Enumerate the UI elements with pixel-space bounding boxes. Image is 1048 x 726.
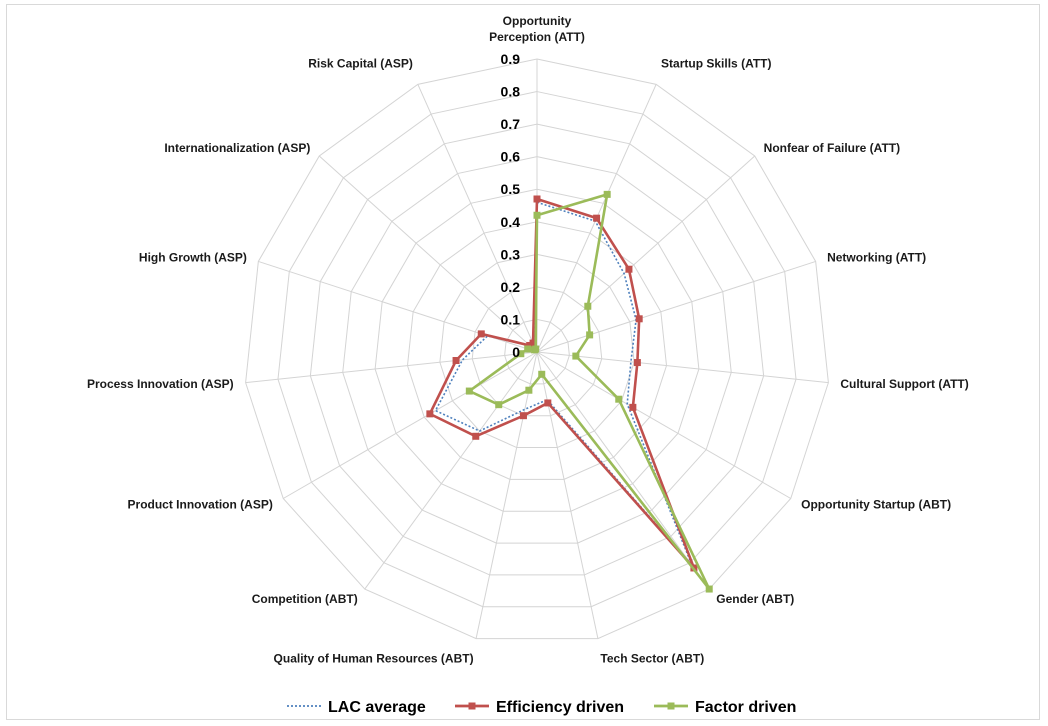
legend-item-0: LAC average (287, 699, 426, 716)
series-1-point-3 (635, 315, 643, 323)
series-2-point-5 (615, 395, 623, 403)
axis-label-0: Opportunity Perception (ATT) (489, 14, 585, 44)
tick-label-0: 0 (512, 344, 520, 360)
tick-label-1: 0.1 (501, 311, 521, 327)
series-2-point-10 (465, 387, 473, 395)
grid-ring-6 (342, 156, 732, 544)
radar-tick-labels: 0 0.1 0.2 0.3 0.4 0.5 0.6 0.7 0.8 0.9 (501, 51, 521, 360)
axis-label-7: Tech Sector (ABT) (600, 651, 704, 665)
spoke-8 (475, 351, 538, 639)
grid-ring-8 (277, 91, 797, 608)
series-1-point-10 (426, 410, 434, 418)
axis-label-6: Gender (ABT) (716, 592, 794, 606)
series-2-point-6 (705, 585, 713, 593)
spoke-9 (364, 351, 538, 590)
series-2-point-3 (586, 331, 594, 339)
series-2 (465, 190, 713, 593)
series-1-point-5 (629, 403, 637, 411)
radar-axis-labels: Opportunity Perception (ATT) Startup Skill… (87, 14, 969, 665)
axis-label-1: Startup Skills (ATT) (661, 56, 771, 70)
legend-marker-1 (468, 702, 476, 710)
series-2-point-7 (538, 370, 546, 378)
grid-ring-2 (471, 286, 603, 417)
spoke-5 (536, 351, 791, 499)
axis-label-14: Risk Capital (ASP) (308, 56, 413, 70)
series-1-point-1 (593, 214, 601, 222)
series-2-point-1 (603, 190, 611, 198)
legend-marker-2 (667, 702, 675, 710)
chart-frame (6, 4, 1040, 720)
series-2-point-14 (532, 345, 540, 353)
grid-ring-9 (245, 58, 829, 640)
series-1-point-7 (544, 399, 552, 407)
grid-ring-4 (406, 221, 668, 480)
radar-grid (245, 58, 829, 640)
tick-label-2: 0.2 (501, 279, 521, 295)
spoke-10 (283, 351, 538, 499)
grid-ring-3 (439, 253, 635, 449)
axis-label-9: Competition (ABT) (252, 592, 358, 606)
legend-item-1: Efficiency driven (455, 699, 624, 716)
spoke-14 (417, 84, 538, 353)
legend-label-2: Factor driven (695, 699, 796, 716)
series-line-1 (428, 197, 696, 570)
tick-label-9: 0.9 (501, 51, 521, 67)
tick-label-6: 0.6 (501, 149, 521, 165)
tick-label-4: 0.4 (501, 214, 521, 230)
spoke-7 (536, 351, 599, 639)
series-1-point-4 (633, 359, 641, 367)
tick-label-8: 0.8 (501, 84, 521, 100)
legend-label-1: Efficiency driven (496, 699, 624, 716)
tick-label-3: 0.3 (501, 246, 521, 262)
axis-label-8: Quality of Human Resources (ABT) (274, 651, 474, 665)
spoke-2 (536, 155, 756, 353)
series-1-point-2 (625, 265, 633, 273)
series-2-point-4 (572, 352, 580, 360)
series-2-point-0 (533, 211, 541, 219)
radar-series (426, 190, 713, 593)
series-1 (426, 195, 698, 572)
axis-label-4: Cultural Support (ATT) (840, 377, 968, 391)
series-2-point-11 (517, 350, 525, 358)
series-2-point-9 (495, 401, 503, 409)
axis-label-3: Networking (ATT) (827, 251, 926, 265)
legend-label-0: LAC average (328, 699, 426, 716)
series-2-point-8 (525, 386, 533, 394)
grid-ring-1 (504, 318, 570, 385)
series-1-point-9 (472, 432, 480, 440)
spoke-3 (536, 260, 816, 353)
series-2-point-2 (584, 302, 592, 310)
grid-ring-7 (309, 123, 765, 576)
series-2-point-12 (524, 345, 532, 353)
spoke-4 (536, 351, 829, 384)
series-1-point-14 (529, 339, 537, 347)
axis-label-11: Process Innovation (ASP) (87, 377, 234, 391)
axis-label-12: High Growth (ASP) (139, 251, 247, 265)
spoke-13 (318, 155, 538, 353)
axis-label-5: Opportunity Startup (ABT) (801, 498, 951, 512)
axis-label-13: Internationalization (ASP) (164, 141, 310, 155)
series-1-point-12 (477, 330, 485, 338)
series-1-point-11 (452, 357, 460, 365)
series-1-point-8 (519, 412, 527, 420)
legend-item-2: Factor driven (654, 699, 796, 716)
grid-ring-5 (374, 188, 700, 512)
axis-label-10: Product Innovation (ASP) (128, 498, 273, 512)
tick-label-5: 0.5 (501, 181, 521, 197)
chart-legend: LAC average Efficiency driven Factor drive… (287, 699, 796, 716)
spoke-6 (536, 351, 710, 590)
spoke-11 (245, 351, 538, 384)
tick-label-7: 0.7 (501, 116, 521, 132)
axis-label-2: Nonfear of Failure (ATT) (764, 141, 900, 155)
series-1-point-0 (533, 195, 541, 203)
